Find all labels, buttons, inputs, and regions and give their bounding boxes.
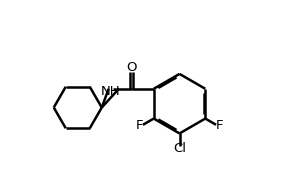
Text: F: F (136, 119, 143, 132)
Text: O: O (126, 61, 137, 74)
Text: NH: NH (101, 85, 121, 98)
Text: Cl: Cl (173, 142, 186, 155)
Text: F: F (216, 119, 223, 132)
